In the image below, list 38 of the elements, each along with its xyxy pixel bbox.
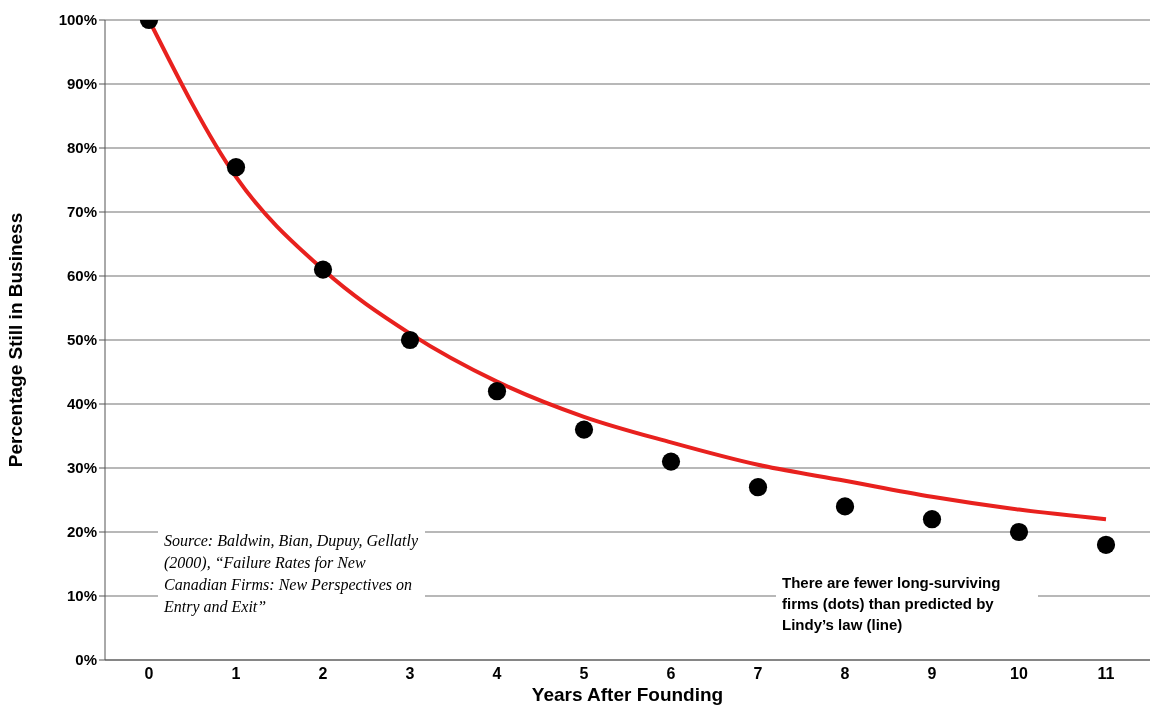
point <box>487 382 507 401</box>
y-tick-label: 50% <box>66 331 97 349</box>
x-tick-label: 3 <box>405 665 415 683</box>
y-tick-label: 90% <box>66 75 97 93</box>
y-axis-title: Percentage Still in Business <box>4 212 26 468</box>
y-tick-label: 100% <box>58 11 97 29</box>
point <box>574 420 594 439</box>
point <box>1009 522 1029 542</box>
y-tick-label: 60% <box>66 267 97 285</box>
x-tick-label: 1 <box>231 665 241 683</box>
y-tick-label: 70% <box>66 203 97 221</box>
x-tick-label: 7 <box>753 665 763 683</box>
x-tick-label: 6 <box>666 665 676 683</box>
y-tick-label: 40% <box>66 395 97 413</box>
point <box>748 478 768 497</box>
point <box>313 260 333 279</box>
x-tick-label: 5 <box>579 665 589 683</box>
y-tick-label: 10% <box>66 587 97 605</box>
point <box>661 452 681 471</box>
point <box>1096 535 1116 554</box>
point <box>922 510 942 529</box>
x-tick-label: 0 <box>144 665 154 683</box>
point <box>400 330 420 350</box>
y-tick-label: 20% <box>66 523 97 541</box>
x-tick-label: 8 <box>840 665 850 683</box>
point <box>835 497 855 516</box>
y-tick-label: 0% <box>75 651 97 669</box>
x-tick-label: 9 <box>927 665 937 683</box>
x-tick-label: 4 <box>492 665 502 683</box>
x-tick-label: 11 <box>1097 665 1115 683</box>
annotation: There are fewer long-surviving firms (dots) than predicted by Lindy’s law (line) <box>776 568 1038 639</box>
y-tick-label: 30% <box>66 459 97 477</box>
annotation: Source: Baldwin, Bian, Dupuy, Gellatly (2000), “Failure Rates for New Canadian Firms: New Perspectives on Entry and Exit” <box>158 526 425 622</box>
y-tick-label: 80% <box>66 139 97 157</box>
x-tick-label: 10 <box>1010 665 1028 683</box>
x-axis-title: Years After Founding <box>531 684 724 705</box>
point <box>226 158 246 177</box>
x-tick-label: 2 <box>318 665 328 683</box>
